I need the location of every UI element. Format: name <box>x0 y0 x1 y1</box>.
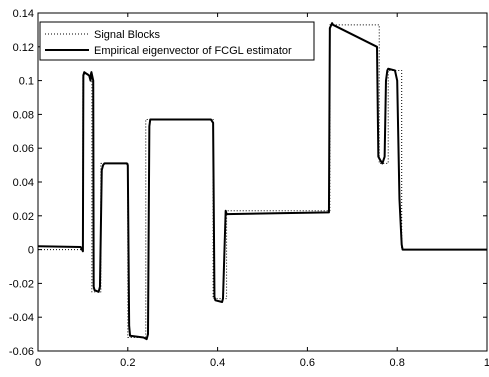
y-tick-label: 0.04 <box>13 177 34 189</box>
legend-box <box>39 21 315 61</box>
y-tick-label: -0.02 <box>9 278 34 290</box>
axis-ticks: 0 0.2 0.4 0.6 0.8 1 -0.06 -0.04 -0.02 0 0.02 0.04 0.… <box>9 8 489 369</box>
y-tick-label: 0.08 <box>13 109 34 121</box>
x-tick-label: 0.8 <box>390 357 405 369</box>
x-tick-label: 1 <box>484 357 489 369</box>
x-tick-label: 0.4 <box>210 357 225 369</box>
y-tick-label: 0 <box>28 245 34 257</box>
y-tick-label: 0.02 <box>13 211 34 223</box>
x-tick-label: 0 <box>35 357 41 369</box>
series-lines <box>37 22 487 341</box>
legend: Signal Blocks Empirical eigenvector of F… <box>39 21 315 61</box>
x-tick-label: 0.2 <box>120 357 135 369</box>
legend-label-eigenvector: Empirical eigenvector of FCGL estimator <box>94 45 292 57</box>
y-tick-label: -0.04 <box>9 312 34 324</box>
y-tick-label: 0.1 <box>19 76 34 88</box>
plot-frame <box>37 12 488 352</box>
eigenvector-line <box>37 22 487 341</box>
y-tick-label: -0.06 <box>9 346 34 358</box>
y-tick-label: 0.06 <box>13 143 34 155</box>
legend-label-signal-blocks: Signal Blocks <box>94 29 161 41</box>
y-tick-label: 0.12 <box>13 42 34 54</box>
x-tick-label: 0.6 <box>300 357 315 369</box>
y-tick-label: 0.14 <box>13 8 34 20</box>
signal-blocks-line <box>38 24 487 338</box>
